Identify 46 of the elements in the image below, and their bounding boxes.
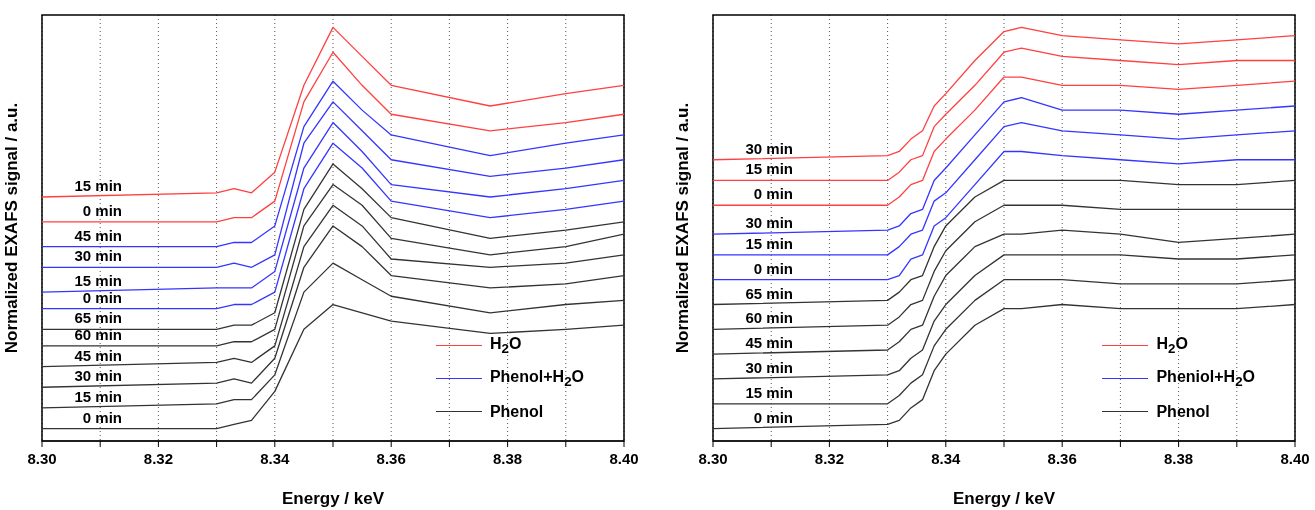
x-tick-label: 8.36 [1047,449,1077,467]
series-label: 30 min [745,139,793,157]
annotation: Phenol [489,402,544,421]
series-label: 15 min [745,383,793,401]
series-label: 15 min [74,387,122,405]
annotation: Phenol+H$_{2}$O [489,367,584,390]
annotation: H$_{2}$O [1156,334,1188,357]
x-tick-label: 8.32 [814,449,844,467]
x-tick-label: 8.38 [493,449,523,467]
annotation: Pheniol+H$_{2}$O [1156,367,1255,390]
annotation: Phenol [1156,402,1210,421]
x-tick-label: 8.30 [27,449,57,467]
x-tick-label: 8.40 [609,449,639,467]
x-tick-label: 8.40 [1280,449,1310,467]
series-label: 65 min [745,284,793,302]
x-tick-label: 8.30 [698,449,728,467]
series-label: 30 min [745,214,793,232]
x-axis-title: Energy / keV [281,489,385,508]
series-label: 0 min [82,288,122,306]
series-label: 15 min [745,234,793,252]
series-label: 30 min [74,367,122,385]
series-label: 45 min [74,346,122,364]
y-axis-title: Normalized EXAFS signal / a.u. [673,102,693,354]
x-tick-label: 8.38 [1164,449,1194,467]
x-axis-title: Energy / keV [952,489,1056,508]
x-tick-label: 8.36 [376,449,406,467]
series-label: 30 min [745,358,793,376]
series-label: 0 min [753,408,793,426]
annotation: H$_{2}$O [489,334,522,357]
series-label: 60 min [745,309,793,327]
series-label: 65 min [74,309,122,327]
series-label: 15 min [74,272,122,290]
x-tick-label: 8.34 [260,449,291,467]
series-label: 0 min [753,185,793,203]
series-label: 0 min [82,201,122,219]
series-label: 60 min [74,325,122,343]
series-label: 45 min [74,226,122,244]
x-tick-label: 8.34 [931,449,962,467]
series-label: 45 min [745,334,793,352]
series-label: 30 min [74,247,122,265]
series-label: 15 min [745,160,793,178]
series-label: 15 min [74,176,122,194]
x-tick-label: 8.32 [143,449,173,467]
series-label: 0 min [82,408,122,426]
series-label: 0 min [753,259,793,277]
y-axis-title: Normalized EXAFS signal / a.u. [2,102,22,354]
